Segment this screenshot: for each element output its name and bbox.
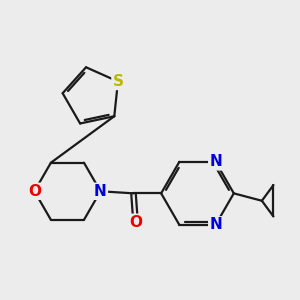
Text: N: N	[209, 154, 222, 169]
Text: O: O	[28, 184, 41, 199]
Text: S: S	[112, 74, 123, 89]
Text: N: N	[209, 217, 222, 232]
Text: O: O	[129, 215, 142, 230]
Text: N: N	[94, 184, 107, 199]
